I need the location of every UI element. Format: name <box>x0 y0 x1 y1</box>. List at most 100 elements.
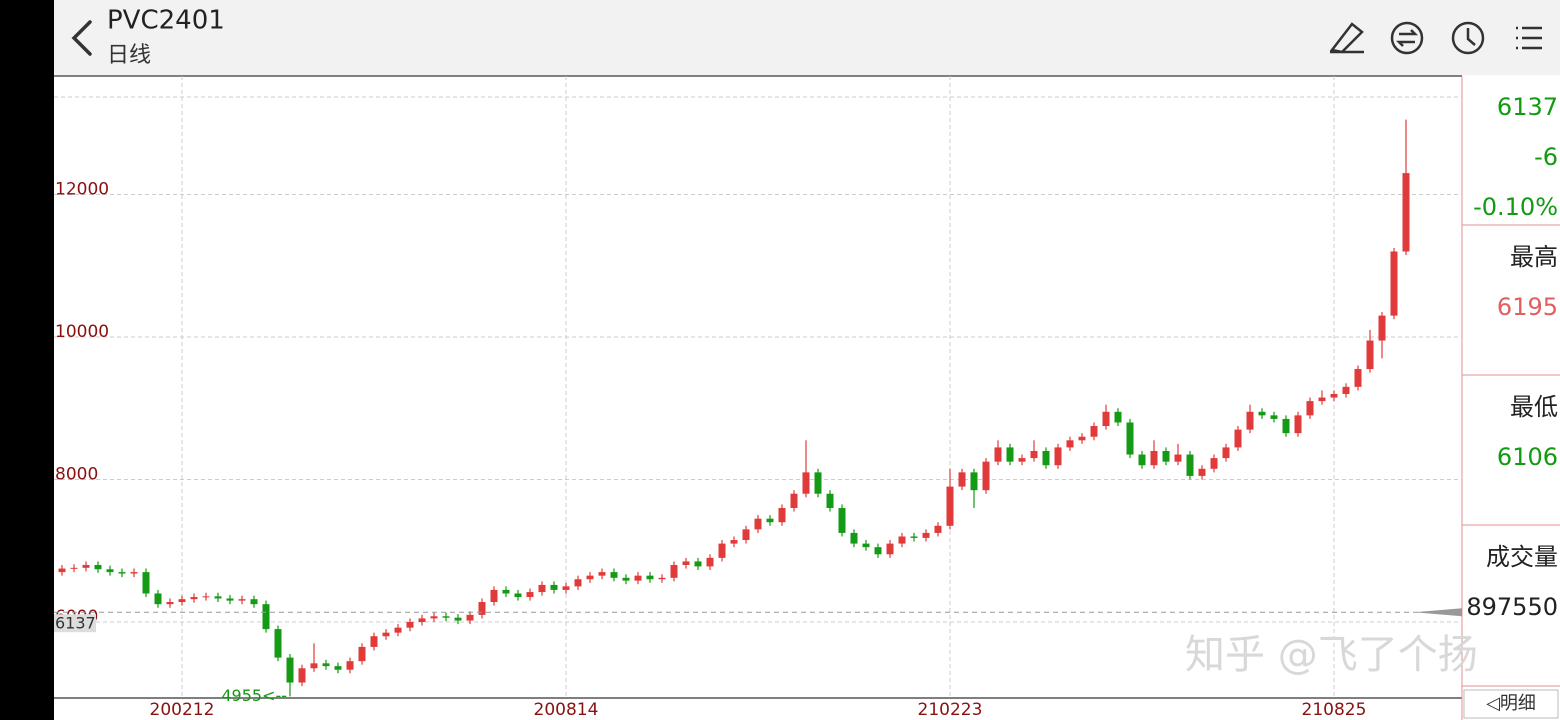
candle-body <box>1354 369 1362 387</box>
candle-body <box>1330 393 1338 398</box>
low-label: 最低 <box>1510 393 1558 421</box>
candle-body <box>1378 315 1386 341</box>
candle-body <box>1198 468 1206 476</box>
y-tick-label: 10000 <box>55 322 109 342</box>
last-price-tag <box>54 614 96 633</box>
price: 6137 <box>1497 93 1558 121</box>
candle-body <box>514 593 522 598</box>
candle-body <box>1006 447 1014 462</box>
volume-value: 897550 <box>1466 593 1558 621</box>
candle-body <box>538 584 546 593</box>
menu-icon[interactable] <box>1516 26 1542 50</box>
candle-body <box>1342 386 1350 394</box>
candle-body <box>238 599 246 601</box>
candle-body <box>670 564 678 578</box>
candle-body <box>430 616 438 619</box>
candle-body <box>346 661 354 670</box>
candle-body <box>1102 411 1110 427</box>
candle-body <box>742 529 750 541</box>
candle-body <box>1138 454 1146 466</box>
candle-body <box>790 493 798 508</box>
candle-body <box>694 561 702 567</box>
candle-body <box>406 621 414 628</box>
y-tick-label: 8000 <box>55 464 98 484</box>
low-annotation: 4955<-- <box>221 686 287 705</box>
back-button[interactable] <box>71 20 92 56</box>
background <box>54 0 1560 720</box>
candle-body <box>970 472 978 491</box>
candle-body <box>1234 429 1242 448</box>
header-bar <box>54 0 1560 75</box>
candle-body <box>1066 440 1074 448</box>
candle-body <box>1402 173 1410 252</box>
candle-body <box>382 632 390 637</box>
candle-body <box>634 575 642 581</box>
candle-body <box>826 493 834 508</box>
candle-body <box>358 646 366 662</box>
candle-body <box>1186 454 1194 476</box>
candle-body <box>526 592 534 598</box>
candle-body <box>682 561 690 565</box>
clock-icon[interactable] <box>1451 21 1485 55</box>
candle-body <box>1270 415 1278 419</box>
candle-body <box>322 663 330 667</box>
candle-body <box>862 543 870 548</box>
candle-body <box>850 532 858 544</box>
candle-body <box>94 564 102 570</box>
candle-body <box>370 636 378 647</box>
y-tick-label: 12000 <box>55 179 109 199</box>
candle-body <box>1114 411 1122 423</box>
candle-body <box>226 598 234 601</box>
symbol-title: PVC2401 <box>107 6 225 36</box>
x-tick-label: 210223 <box>918 700 983 720</box>
candle-body <box>70 567 78 569</box>
candle-body <box>1294 415 1302 434</box>
candle-body <box>898 536 906 544</box>
candle-body <box>874 547 882 555</box>
candle-body <box>622 577 630 581</box>
candle-body <box>250 599 258 605</box>
candle-body <box>1042 450 1050 466</box>
candle-body <box>1246 411 1254 430</box>
switch-icon[interactable] <box>1390 21 1424 55</box>
draw-icon[interactable] <box>1329 22 1364 54</box>
candle-body <box>886 543 894 555</box>
candle-body <box>910 536 918 538</box>
candle-body <box>1210 458 1218 469</box>
candle-body <box>58 568 66 573</box>
candle-body <box>994 447 1002 462</box>
candle-body <box>550 584 558 590</box>
candle-body <box>214 596 222 599</box>
candle-body <box>646 575 654 580</box>
candle-body <box>778 507 786 523</box>
candle-body <box>1222 447 1230 459</box>
candle-body <box>838 507 846 533</box>
candle-body <box>814 472 822 494</box>
candle-body <box>658 577 666 580</box>
candle-body <box>1150 450 1158 466</box>
candle-body <box>706 557 714 567</box>
volume-label: 成交量 <box>1486 543 1558 571</box>
candle-body <box>946 486 954 526</box>
candle-body <box>1078 436 1086 441</box>
candle-body <box>82 564 90 568</box>
candle-body <box>262 604 270 630</box>
candle-body <box>598 572 606 576</box>
candle-body <box>118 572 126 574</box>
candle-body <box>418 618 426 622</box>
candle-body <box>1054 447 1062 466</box>
candle-body <box>922 532 930 538</box>
panel-dividers <box>1462 224 1560 687</box>
last-price-label: 6137 <box>55 614 96 633</box>
x-tick-label: 200212 <box>150 700 215 720</box>
candle-body <box>454 617 462 621</box>
candle-body <box>574 579 582 587</box>
detail-button[interactable] <box>1463 689 1559 719</box>
period: 日线 <box>107 43 151 68</box>
candle-body <box>310 663 318 669</box>
candle-body <box>1282 418 1290 434</box>
high-value: 6195 <box>1497 293 1558 321</box>
candle-body <box>982 461 990 491</box>
candle-body <box>178 599 186 603</box>
candle-body <box>154 593 162 605</box>
